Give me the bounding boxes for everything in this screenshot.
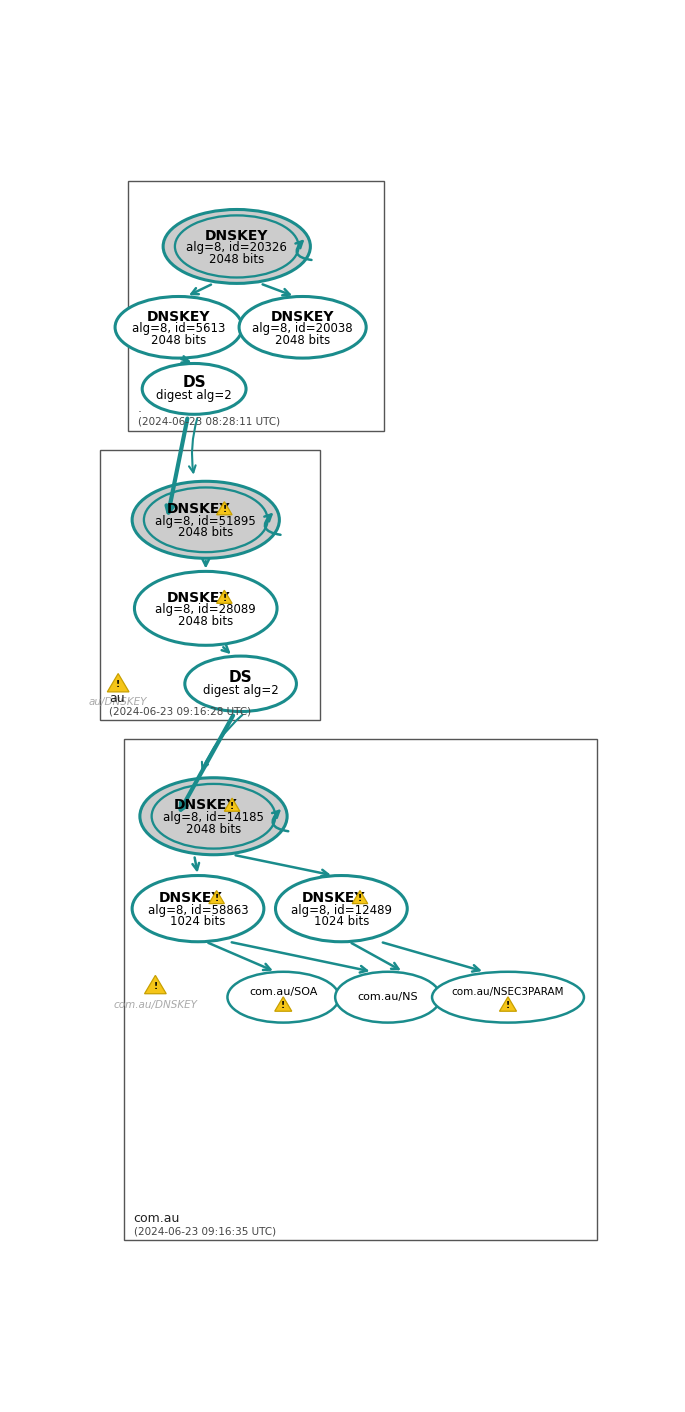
Text: 2048 bits: 2048 bits bbox=[209, 253, 264, 265]
Text: !: ! bbox=[214, 894, 219, 904]
Text: au/DNSKEY: au/DNSKEY bbox=[89, 698, 147, 707]
Text: (2024-06-23 09:16:28 UTC): (2024-06-23 09:16:28 UTC) bbox=[109, 706, 251, 716]
Text: DNSKEY: DNSKEY bbox=[271, 309, 334, 323]
Ellipse shape bbox=[163, 209, 310, 284]
Polygon shape bbox=[145, 976, 166, 994]
Polygon shape bbox=[216, 501, 232, 515]
Text: alg=8, id=14185: alg=8, id=14185 bbox=[163, 812, 264, 825]
Ellipse shape bbox=[275, 875, 408, 942]
Text: !: ! bbox=[223, 505, 227, 514]
Polygon shape bbox=[225, 798, 240, 812]
Text: DNSKEY: DNSKEY bbox=[166, 503, 229, 515]
Text: 2048 bits: 2048 bits bbox=[178, 616, 234, 628]
Polygon shape bbox=[499, 997, 516, 1011]
Text: DS: DS bbox=[182, 376, 206, 390]
Ellipse shape bbox=[432, 971, 584, 1022]
Ellipse shape bbox=[134, 572, 277, 645]
Text: DNSKEY: DNSKEY bbox=[158, 891, 222, 905]
Text: DS: DS bbox=[229, 671, 253, 685]
FancyBboxPatch shape bbox=[99, 450, 321, 720]
Ellipse shape bbox=[227, 971, 339, 1022]
Text: com.au/SOA: com.au/SOA bbox=[249, 987, 317, 997]
Text: !: ! bbox=[223, 594, 227, 603]
Polygon shape bbox=[352, 891, 368, 904]
Text: com.au/NS: com.au/NS bbox=[358, 993, 418, 1003]
Text: 2048 bits: 2048 bits bbox=[275, 333, 330, 347]
Ellipse shape bbox=[335, 971, 440, 1022]
Text: 2048 bits: 2048 bits bbox=[151, 333, 206, 347]
Polygon shape bbox=[209, 891, 225, 904]
Polygon shape bbox=[275, 997, 292, 1011]
Text: .: . bbox=[138, 401, 142, 415]
Text: alg=8, id=20038: alg=8, id=20038 bbox=[252, 322, 353, 335]
Text: digest alg=2: digest alg=2 bbox=[156, 390, 232, 402]
Text: alg=8, id=51895: alg=8, id=51895 bbox=[155, 515, 256, 528]
Text: alg=8, id=20326: alg=8, id=20326 bbox=[186, 241, 287, 254]
Ellipse shape bbox=[132, 481, 279, 558]
Ellipse shape bbox=[175, 216, 299, 278]
Text: 2048 bits: 2048 bits bbox=[186, 823, 241, 836]
Text: alg=8, id=12489: alg=8, id=12489 bbox=[291, 904, 392, 916]
Text: !: ! bbox=[506, 1001, 510, 1010]
Text: !: ! bbox=[153, 983, 158, 991]
Text: DNSKEY: DNSKEY bbox=[147, 309, 210, 323]
Text: alg=8, id=28089: alg=8, id=28089 bbox=[155, 603, 256, 617]
Polygon shape bbox=[108, 674, 129, 692]
Text: 1024 bits: 1024 bits bbox=[171, 915, 225, 928]
Ellipse shape bbox=[140, 778, 287, 854]
Text: 2048 bits: 2048 bits bbox=[178, 527, 234, 539]
Text: com.au: com.au bbox=[134, 1211, 180, 1224]
Text: !: ! bbox=[116, 681, 121, 689]
Text: alg=8, id=5613: alg=8, id=5613 bbox=[132, 322, 225, 335]
Text: com.au/DNSKEY: com.au/DNSKEY bbox=[114, 1000, 197, 1010]
Text: digest alg=2: digest alg=2 bbox=[203, 685, 279, 698]
Ellipse shape bbox=[151, 784, 275, 849]
Text: 1024 bits: 1024 bits bbox=[314, 915, 369, 928]
Ellipse shape bbox=[142, 363, 246, 414]
Text: DNSKEY: DNSKEY bbox=[166, 590, 229, 604]
Ellipse shape bbox=[144, 487, 268, 552]
Ellipse shape bbox=[185, 657, 297, 712]
FancyBboxPatch shape bbox=[128, 181, 384, 431]
Ellipse shape bbox=[239, 297, 366, 359]
Text: au: au bbox=[109, 692, 125, 705]
Text: !: ! bbox=[230, 802, 234, 810]
FancyBboxPatch shape bbox=[125, 740, 597, 1240]
Text: DNSKEY: DNSKEY bbox=[174, 798, 238, 812]
Text: (2024-06-23 09:16:35 UTC): (2024-06-23 09:16:35 UTC) bbox=[134, 1226, 276, 1237]
Text: com.au/NSEC3PARAM: com.au/NSEC3PARAM bbox=[451, 987, 564, 997]
Ellipse shape bbox=[115, 297, 242, 359]
Text: alg=8, id=58863: alg=8, id=58863 bbox=[148, 904, 248, 916]
Text: DNSKEY: DNSKEY bbox=[302, 891, 365, 905]
Text: !: ! bbox=[358, 894, 362, 904]
Text: !: ! bbox=[281, 1001, 286, 1010]
Ellipse shape bbox=[132, 875, 264, 942]
Text: DNSKEY: DNSKEY bbox=[205, 229, 269, 243]
Polygon shape bbox=[216, 590, 232, 603]
Text: (2024-06-23 08:28:11 UTC): (2024-06-23 08:28:11 UTC) bbox=[138, 417, 279, 426]
